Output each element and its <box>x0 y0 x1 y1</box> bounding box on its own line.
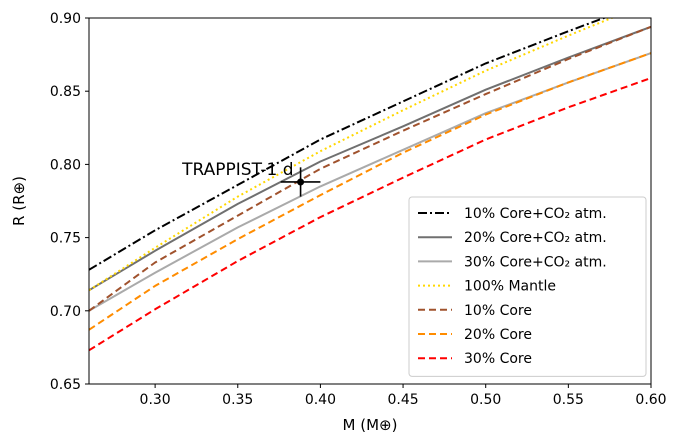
series-line-100-mantle <box>89 18 615 292</box>
legend-label-100-mantle: 100% Mantle <box>464 279 556 295</box>
series-line-20-core-co-atm <box>89 25 651 292</box>
ticks-layer: 0.30 0.35 0.40 0.45 0.50 0.55 0.60 0.65 0.70 0.75… <box>50 11 667 408</box>
x-tick-label: 0.60 <box>635 392 666 408</box>
legend-label-10-core-co-atm: 10% Core+CO₂ atm. <box>464 206 607 222</box>
legend-label-30-core-co-atm: 30% Core+CO₂ atm. <box>464 254 607 270</box>
y-tick-label: 0.75 <box>50 231 81 247</box>
x-tick-label: 0.35 <box>222 392 253 408</box>
x-tick-label: 0.55 <box>553 392 584 408</box>
legend-label-10-core: 10% Core <box>464 303 532 319</box>
y-axis-label: R (R⊕) <box>10 176 28 226</box>
x-tick-label: 0.30 <box>140 392 171 408</box>
data-point-label: TRAPPIST-1 d <box>181 160 293 180</box>
y-tick-label: 0.70 <box>50 304 81 320</box>
points-layer: TRAPPIST-1 d <box>181 160 321 197</box>
series-line-10-core <box>89 25 651 312</box>
y-tick-label: 0.80 <box>50 157 81 173</box>
data-point-marker <box>297 178 305 186</box>
series-line-10-core-co-atm <box>89 18 607 271</box>
legend-box <box>408 196 647 377</box>
legend-label-20-core-co-atm: 20% Core+CO₂ atm. <box>464 230 607 246</box>
legend-label-20-core: 20% Core <box>464 327 532 343</box>
legend: 10% Core+CO₂ atm. 20% Core+CO₂ atm. 30% Co… <box>408 196 647 377</box>
y-tick-label: 0.65 <box>50 377 81 393</box>
legend-label-30-core: 30% Core <box>464 351 532 367</box>
x-tick-label: 0.50 <box>470 392 501 408</box>
series-line-20-core <box>89 52 651 331</box>
x-axis-label: M (M⊕) <box>343 416 398 434</box>
series-line-30-core-co-atm <box>89 52 651 312</box>
y-tick-label: 0.85 <box>50 84 81 100</box>
series-line-30-core <box>89 77 651 352</box>
y-tick-label: 0.90 <box>50 11 81 27</box>
x-tick-label: 0.40 <box>305 392 336 408</box>
series-layer <box>89 18 651 352</box>
plot-frame <box>88 17 652 385</box>
x-tick-label: 0.45 <box>387 392 418 408</box>
